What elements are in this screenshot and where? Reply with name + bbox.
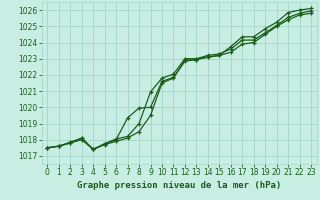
X-axis label: Graphe pression niveau de la mer (hPa): Graphe pression niveau de la mer (hPa) — [77, 181, 281, 190]
